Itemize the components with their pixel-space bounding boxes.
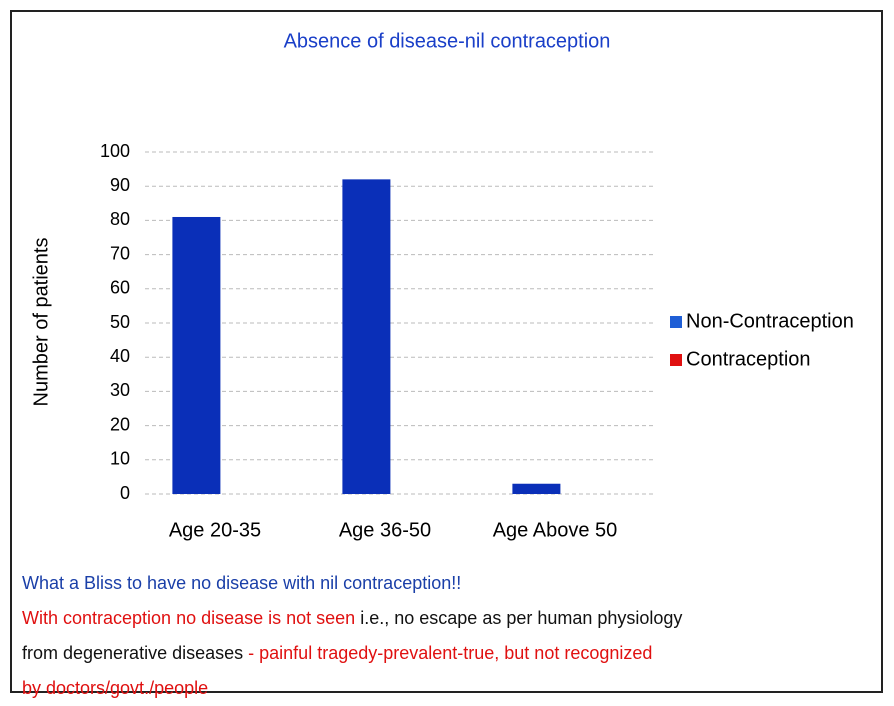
caption-text: from degenerative diseases [22, 643, 244, 663]
frame [10, 10, 883, 693]
y-tick-label: 10 [110, 449, 130, 469]
y-tick-label: 60 [110, 278, 130, 298]
caption-line: With contraception no disease is not see… [22, 601, 682, 636]
y-tick-label: 90 [110, 175, 130, 195]
y-tick-label: 40 [110, 346, 130, 366]
legend-swatch [670, 316, 682, 328]
y-tick-label: 70 [110, 243, 130, 263]
chart-title: Absence of disease-nil contraception [284, 30, 611, 52]
y-tick-label: 100 [100, 141, 130, 161]
x-tick-label: Age 36-50 [339, 519, 431, 541]
caption-line: What a Bliss to have no disease with nil… [22, 566, 682, 601]
bar [342, 179, 391, 495]
caption: What a Bliss to have no disease with nil… [22, 566, 682, 706]
y-tick-label: 50 [110, 312, 130, 332]
caption-text: i.e., no escape as per human physiology [360, 608, 683, 628]
x-tick-label: Age 20-35 [169, 519, 261, 541]
y-tick-label: 30 [110, 380, 130, 400]
caption-line: from degenerative diseases - painful trag… [22, 636, 682, 671]
y-tick-label: 80 [110, 209, 130, 229]
caption-line: by doctors/govt./people [22, 671, 682, 706]
caption-text: - painful tragedy-prevalent-true, but no… [248, 643, 653, 663]
caption-text: With contraception no disease is not see… [22, 608, 356, 628]
chart: Absence of disease-nil contraception Num… [30, 30, 854, 541]
bar [172, 216, 221, 495]
y-tick-label: 0 [120, 483, 130, 503]
caption-text: by doctors/govt./people [22, 678, 209, 698]
legend-swatch [670, 354, 682, 366]
caption-text: What a Bliss to have no disease with nil… [22, 573, 462, 593]
legend-label: Non-Contraception [686, 310, 854, 332]
bar [512, 483, 561, 494]
y-axis-label: Number of patients [30, 238, 52, 407]
y-tick-label: 20 [110, 414, 130, 434]
legend-label: Contraception [686, 348, 811, 370]
x-tick-label: Age Above 50 [493, 519, 618, 541]
